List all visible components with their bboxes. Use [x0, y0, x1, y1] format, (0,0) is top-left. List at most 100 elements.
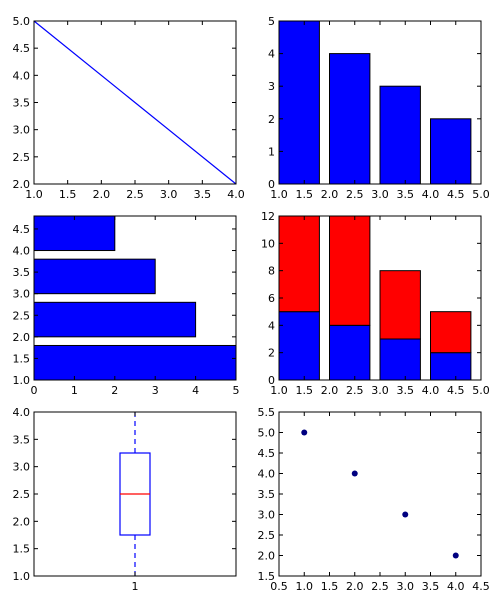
y-tick-label: 3.0	[13, 461, 31, 474]
y-tick-label: 2	[268, 347, 275, 360]
y-tick-label: 5	[268, 15, 275, 28]
y-tick-label: 1.5	[13, 543, 31, 556]
x-tick-label: 3.5	[397, 384, 415, 397]
x-tick-label: 1.0	[296, 580, 314, 593]
x-tick-label: 3.5	[194, 188, 212, 201]
y-tick-label: 1.0	[13, 374, 31, 387]
bar	[430, 118, 472, 185]
x-tick-label: 3.0	[371, 384, 389, 397]
x-tick-label: 2.5	[346, 188, 364, 201]
x-tick-label: 1.5	[59, 188, 77, 201]
y-tick-label: 1	[268, 145, 275, 158]
y-tick-label: 3.5	[258, 488, 276, 501]
x-tick-label: 3.5	[422, 580, 440, 593]
stacked-bar-segment	[329, 324, 371, 381]
scatter-point	[301, 429, 308, 436]
x-tick-label: 1.5	[321, 580, 339, 593]
stacked-bar-segment	[278, 215, 320, 313]
y-tick-label: 2.0	[13, 178, 31, 191]
y-tick-label: 1.5	[13, 352, 31, 365]
plot-frame-6	[278, 411, 482, 577]
stacked-bar-segment	[379, 338, 421, 381]
y-tick-label: 2.0	[13, 515, 31, 528]
x-tick-label: 4.0	[447, 580, 465, 593]
x-tick-label: 2.0	[321, 384, 339, 397]
x-tick-label: 2.0	[321, 188, 339, 201]
stacked-bar-segment	[430, 311, 472, 354]
stacked-bar-segment	[329, 215, 371, 326]
subplot-2: 1.0 1.5 2.0 2.5 3.0 3.5 4.0 4.5 5.0 0 1 2 3 4 5	[268, 15, 490, 201]
hbar	[33, 344, 237, 381]
x-tick-label: 4.5	[447, 188, 465, 201]
y-tick-label: 4	[268, 48, 275, 61]
y-tick-label: 12	[261, 210, 275, 223]
y-tick-label: 4.5	[258, 447, 276, 460]
x-tick-label: 0.5	[270, 580, 288, 593]
subplot-4: 1.0 1.5 2.0 2.5 3.0 3.5 4.0 4.5 5.0 0 2 4 6 8 10 12	[261, 210, 490, 397]
y-tick-label: 3	[268, 80, 275, 93]
x-tick-label: 5.0	[472, 384, 490, 397]
x-tick-label: 3.0	[160, 188, 178, 201]
x-tick-label: 5.0	[472, 188, 490, 201]
subplot-1: 1.0 1.5 2.0 2.5 3.0 3.5 4.0 2.0 2.5 3.0 3.5 4.0 4.5 5…	[13, 15, 245, 201]
x-tick-label: 2.5	[126, 188, 144, 201]
y-tick-label: 5.0	[13, 15, 31, 28]
y-tick-label: 3.0	[13, 124, 31, 137]
bar	[379, 85, 421, 185]
stacked-bar-segment	[379, 270, 421, 340]
y-tick-label: 4.0	[258, 468, 276, 481]
y-tick-label: 2.5	[258, 529, 276, 542]
y-tick-label: 10	[261, 237, 275, 250]
y-tick-label: 4.5	[13, 223, 31, 236]
x-tick-label: 3.0	[397, 580, 415, 593]
x-tick-label: 1.0	[25, 188, 43, 201]
stacked-bar-segment	[278, 311, 320, 381]
scatter-point	[402, 511, 409, 518]
x-tick-label: 1.5	[296, 384, 314, 397]
x-tick-label: 1.5	[296, 188, 314, 201]
hbar	[33, 301, 197, 338]
x-tick-label: 4.0	[227, 188, 245, 201]
y-tick-label: 3.5	[13, 433, 31, 446]
x-tick-label: 1	[132, 580, 139, 593]
x-tick-label: 2.0	[93, 188, 111, 201]
x-tick-label: 0	[31, 384, 38, 397]
line-series	[33, 20, 237, 185]
y-tick-label: 6	[268, 292, 275, 305]
y-tick-label: 4.0	[13, 245, 31, 258]
y-tick-label: 4	[268, 319, 275, 332]
y-tick-label: 4.5	[13, 42, 31, 55]
y-tick-label: 0	[268, 374, 275, 387]
x-tick-label: 4	[192, 384, 199, 397]
x-tick-label: 2.5	[371, 580, 389, 593]
y-tick-label: 4.0	[13, 69, 31, 82]
y-tick-label: 1.5	[258, 570, 276, 583]
y-tick-label: 5.5	[258, 406, 276, 419]
x-tick-label: 5	[233, 384, 240, 397]
x-tick-label: 1	[71, 384, 78, 397]
x-tick-label: 4.5	[447, 384, 465, 397]
y-tick-label: 2.5	[13, 309, 31, 322]
y-tick-label: 2.0	[258, 550, 276, 563]
stacked-bar-segment	[430, 352, 472, 381]
y-tick-label: 3.0	[258, 509, 276, 522]
y-tick-label: 8	[268, 265, 275, 278]
x-tick-label: 2.0	[346, 580, 364, 593]
x-tick-label: 3.5	[397, 188, 415, 201]
y-tick-label: 3.5	[13, 266, 31, 279]
x-tick-label: 4.5	[472, 580, 490, 593]
hbar	[33, 258, 156, 295]
bar	[278, 20, 320, 185]
x-tick-label: 2.5	[346, 384, 364, 397]
y-tick-label: 2.5	[13, 488, 31, 501]
x-tick-label: 1.0	[270, 188, 288, 201]
y-tick-label: 4.0	[13, 406, 31, 419]
y-tick-label: 2.0	[13, 331, 31, 344]
y-tick-label: 3.5	[13, 97, 31, 110]
scatter-point	[351, 470, 358, 477]
y-tick-label: 0	[268, 178, 275, 191]
x-tick-label: 4.0	[422, 188, 440, 201]
x-tick-label: 2	[111, 384, 118, 397]
plot-frame-3	[33, 215, 237, 381]
